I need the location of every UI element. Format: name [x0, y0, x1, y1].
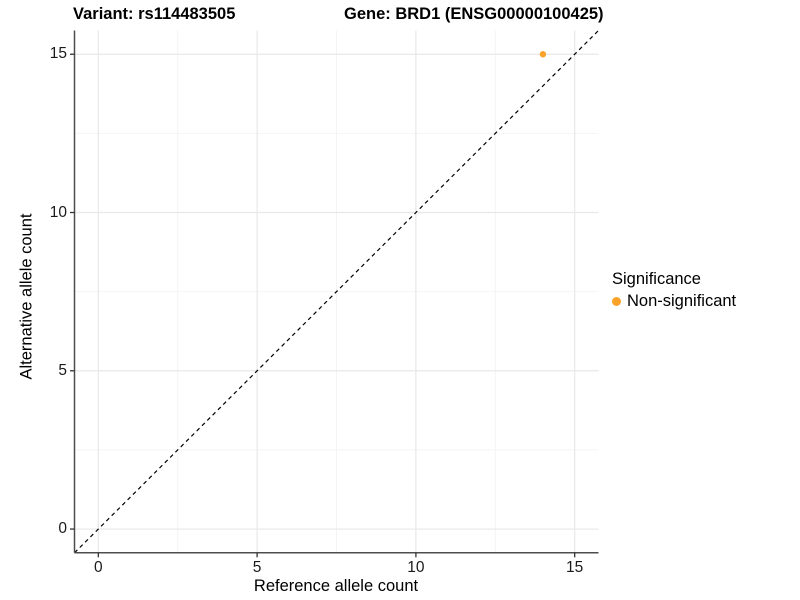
y-tick-label: 10	[49, 203, 67, 221]
y-tick-label: 5	[58, 361, 67, 379]
x-axis-title: Reference allele count	[253, 577, 419, 595]
x-tick-label: 0	[94, 559, 103, 576]
y-axis-title: Alternative allele count	[17, 213, 36, 380]
x-tick-label: 5	[252, 559, 262, 576]
y-tick-label: 15	[49, 45, 67, 63]
legend: Significance Non-significant	[612, 270, 736, 311]
legend-title: Significance	[612, 270, 701, 288]
legend-point-swatch	[612, 297, 621, 306]
plot-title-variant: Variant: rs114483505	[73, 5, 236, 23]
data-point	[539, 51, 547, 58]
legend-entry-non-significant: Non-significant	[612, 292, 736, 311]
x-tick-label: 10	[407, 559, 425, 576]
y-tick-label: 0	[58, 520, 67, 538]
identity-dashed-line	[74, 30, 599, 554]
x-tick-label: 15	[566, 559, 584, 576]
plot-title-gene: Gene: BRD1 (ENSG00000100425)	[344, 5, 604, 23]
legend-entry-label: Non-significant	[627, 292, 737, 310]
